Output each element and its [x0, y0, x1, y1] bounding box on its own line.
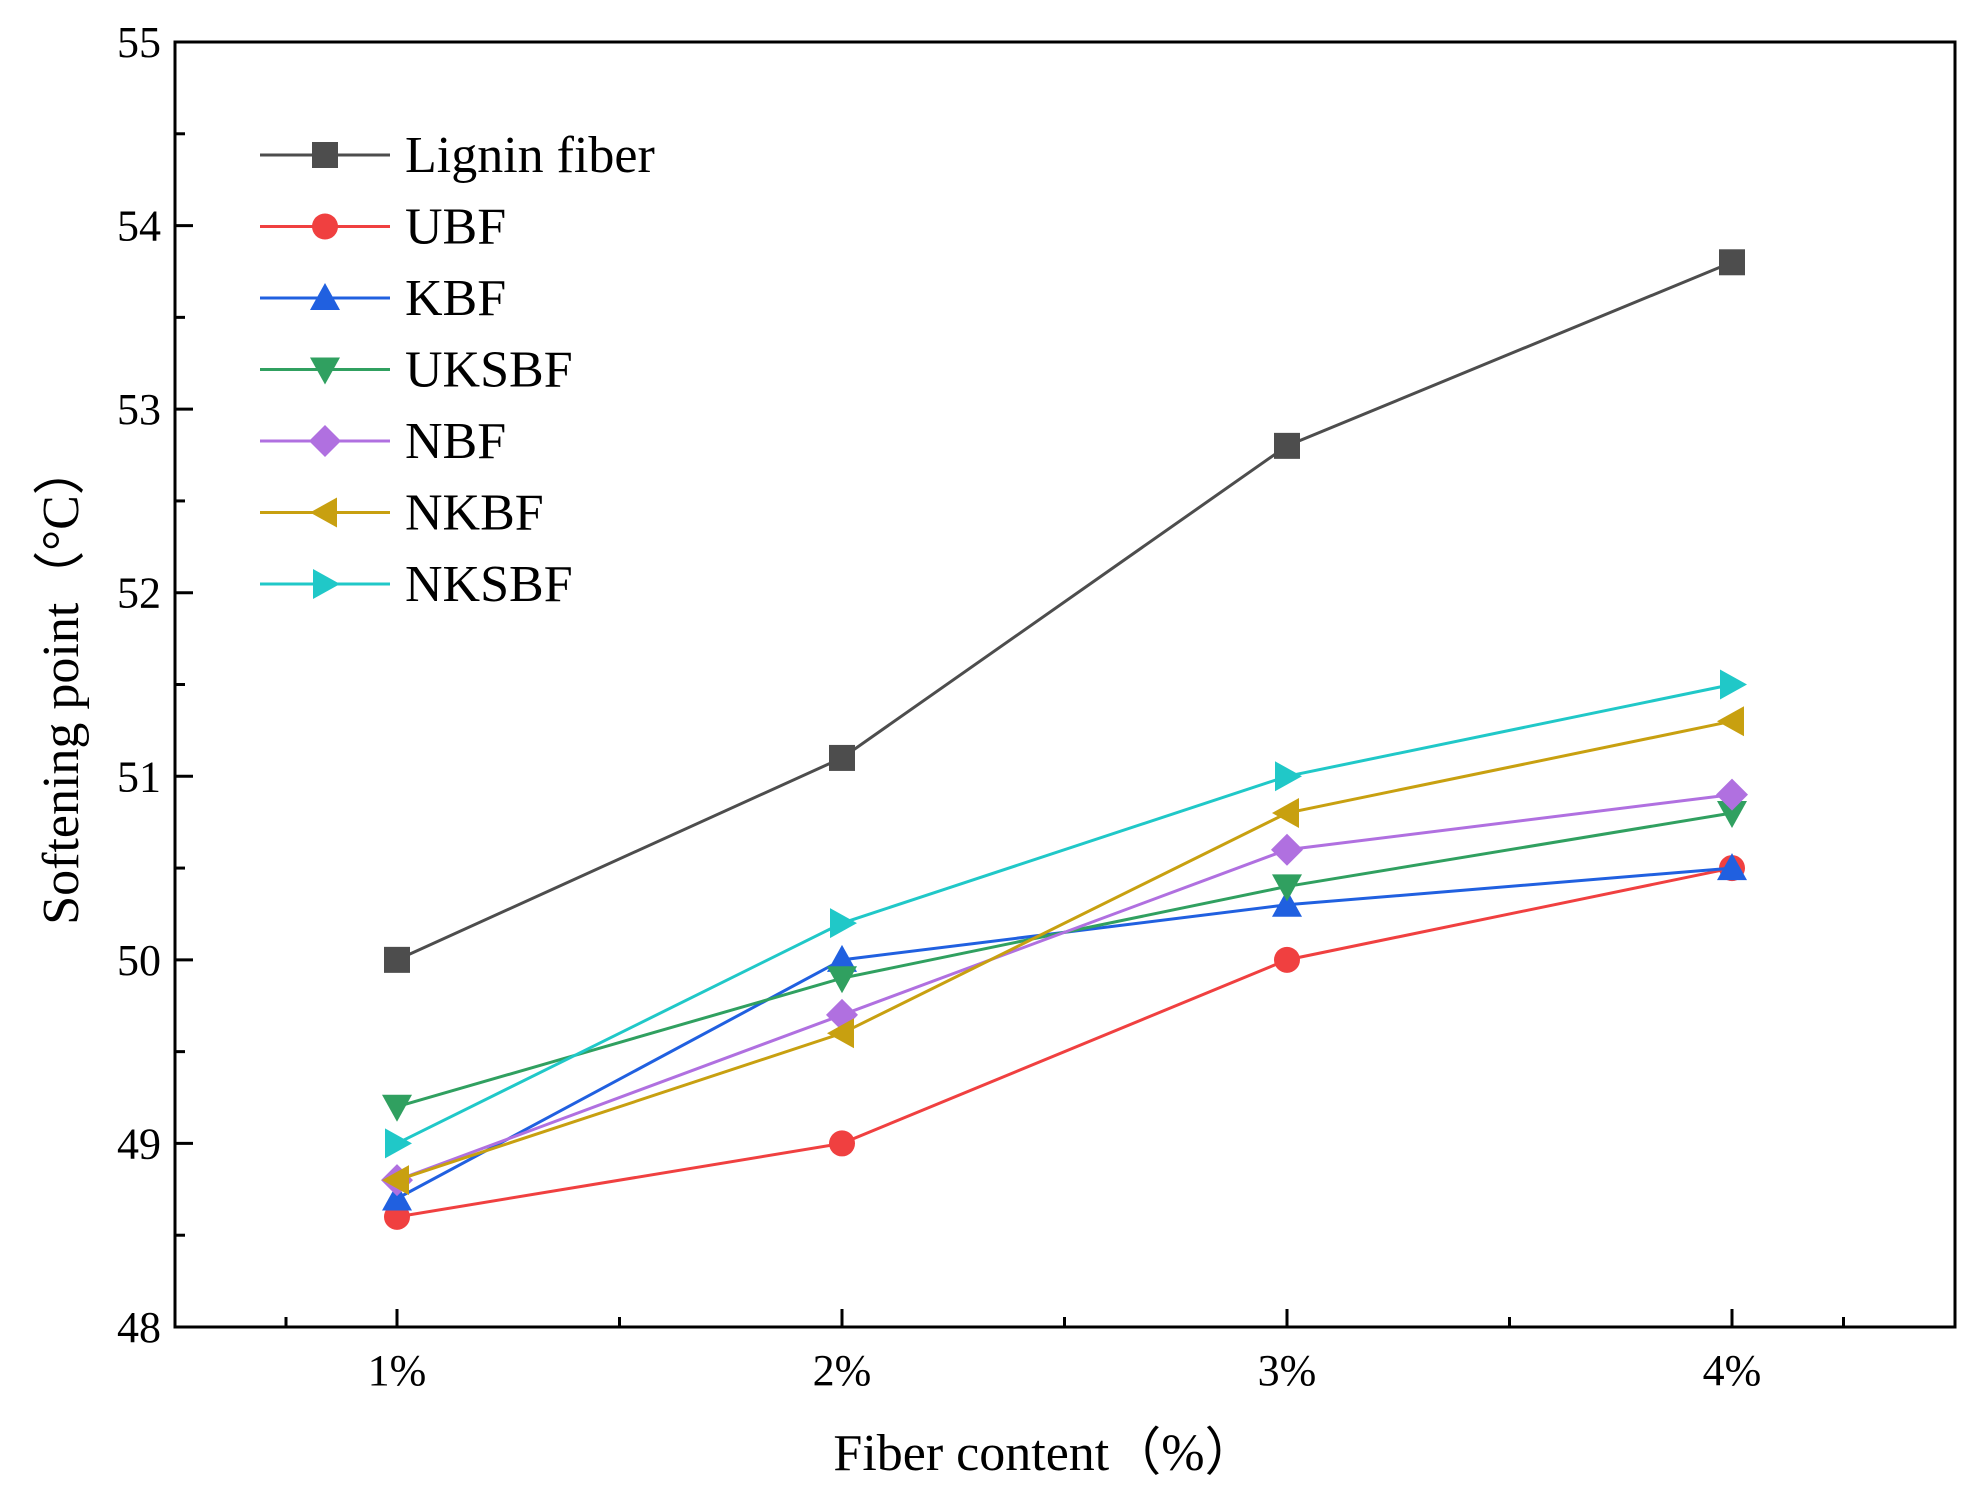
legend-item-kbf: KBF: [260, 270, 506, 327]
series-line-nbf: [396, 793, 1733, 1182]
legend-label: NKSBF: [405, 556, 573, 613]
data-point-nkbf: [382, 1165, 409, 1196]
legend-marker: [310, 357, 340, 385]
series-nksbf: [385, 669, 1747, 1159]
series-ubf: [384, 855, 1745, 1230]
series-line-uksbf: [396, 811, 1733, 1109]
y-axis-title: Softening point（°C）: [33, 443, 90, 925]
legend-item-ubf: UBF: [260, 199, 506, 256]
y-tick-label: 49: [117, 1119, 161, 1168]
data-point-kbf: [1717, 853, 1747, 881]
x-tick-label: 3%: [1258, 1346, 1317, 1395]
legend-item-lignin-fiber: Lignin fiber: [260, 127, 655, 184]
data-point-nksbf: [1275, 761, 1302, 792]
x-tick-label: 1%: [368, 1346, 427, 1395]
legend-item-nksbf: NKSBF: [260, 556, 573, 613]
x-tick-label: 2%: [813, 1346, 872, 1395]
legend-label: NKBF: [405, 485, 544, 542]
data-point-nbf: [1716, 778, 1748, 811]
y-axis-ticks: 48 49 50 51 52 53 54 55: [117, 18, 193, 1352]
legend-label: NBF: [405, 413, 506, 470]
data-point-kbf: [827, 944, 857, 972]
data-point-nksbf: [385, 1128, 412, 1159]
data-point-nkbf: [1717, 706, 1744, 737]
data-point-kbf: [382, 1183, 412, 1211]
data-point-uksbf: [1717, 801, 1747, 828]
y-tick-label: 53: [117, 385, 161, 434]
y-tick-label: 54: [117, 202, 161, 251]
data-point-nksbf: [830, 908, 857, 939]
data-point-lignin-fiber: [384, 946, 410, 973]
legend-label: Lignin fiber: [405, 127, 655, 184]
legend-label: UKSBF: [405, 342, 573, 399]
y-tick-label: 48: [117, 1303, 161, 1352]
data-point-lignin-fiber: [1719, 249, 1745, 276]
data-point-lignin-fiber: [829, 744, 855, 771]
x-axis-title: Fiber content（%）: [833, 1425, 1256, 1482]
legend-label: KBF: [405, 270, 506, 327]
legend-item-uksbf: UKSBF: [260, 342, 573, 399]
legend-marker: [312, 142, 338, 168]
series-lignin-fiber: [384, 249, 1745, 973]
series-nkbf: [382, 706, 1744, 1196]
x-tick-label: 4%: [1703, 1346, 1762, 1395]
data-point-lignin-fiber: [1274, 432, 1300, 459]
data-point-ubf: [1274, 946, 1300, 973]
series-line-lignin-fiber: [396, 260, 1733, 962]
legend-marker: [310, 497, 337, 528]
legend-item-nkbf: NKBF: [260, 485, 544, 542]
y-tick-label: 51: [117, 752, 161, 801]
data-point-nkbf: [1272, 798, 1299, 828]
series-line-nksbf: [396, 683, 1733, 1145]
data-point-uksbf: [1272, 874, 1302, 902]
legend: Lignin fiber UBF KBF UKSBF NBF NKBF NKSBF: [260, 127, 655, 613]
data-point-nbf: [1271, 833, 1303, 866]
legend-marker: [309, 425, 341, 457]
data-point-ubf: [829, 1130, 855, 1157]
x-axis-ticks: 1% 2% 3% 4%: [284, 1309, 1845, 1395]
legend-item-nbf: NBF: [260, 413, 506, 470]
series-line-ubf: [396, 866, 1733, 1219]
y-tick-label: 50: [117, 936, 161, 985]
legend-marker: [310, 283, 340, 310]
y-tick-label: 52: [117, 569, 161, 618]
legend-marker: [312, 213, 338, 240]
series-layer: [381, 249, 1748, 1230]
data-point-uksbf: [827, 966, 857, 994]
legend-marker: [313, 569, 340, 599]
y-tick-label: 55: [117, 18, 161, 67]
data-point-kbf: [1272, 889, 1302, 917]
plot-frame: [173, 40, 1957, 1329]
data-point-nksbf: [1720, 669, 1747, 700]
series-nbf: [381, 778, 1748, 1197]
data-point-uksbf: [382, 1094, 412, 1122]
series-line-nkbf: [396, 719, 1733, 1182]
series-line-kbf: [396, 866, 1733, 1200]
data-point-nkbf: [827, 1018, 854, 1049]
legend-label: UBF: [405, 199, 506, 256]
